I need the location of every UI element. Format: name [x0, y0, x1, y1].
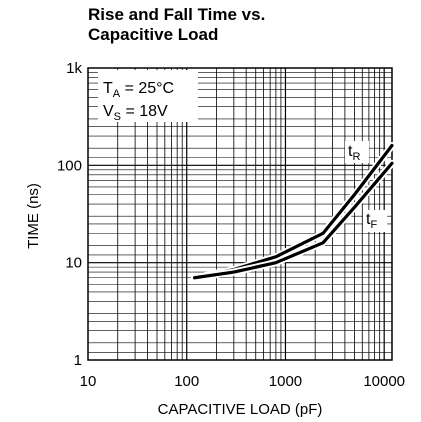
x-tick-label: 10000 — [363, 373, 405, 390]
y-tick-label: 10 — [65, 255, 82, 272]
y-tick-label: 1 — [74, 352, 82, 369]
label-bg-tr — [345, 141, 369, 163]
chart-title-line-1: Rise and Fall Time vs. — [88, 5, 266, 24]
y-tick-label: 100 — [57, 157, 82, 174]
series-line-tF — [192, 161, 394, 280]
condition-ta: TA = 25°C — [103, 80, 174, 100]
series-label-tf: tF — [366, 211, 377, 231]
x-tick-label: 100 — [174, 373, 199, 390]
x-tick-label: 10 — [80, 373, 97, 390]
tick-labels: 10 100 1000 10000 1 10 100 1k — [57, 60, 405, 390]
chart-title-line-2: Capacitive Load — [88, 25, 219, 44]
grid-lines — [88, 68, 392, 360]
label-bg-tf — [363, 210, 387, 232]
x-tick-label: 1000 — [269, 373, 302, 390]
chart-title: Rise and Fall Time vs. Capacitive Load — [88, 5, 265, 45]
conditions-box — [98, 70, 198, 122]
condition-vs: VS = 18V — [103, 103, 168, 123]
plot-frame — [87, 67, 393, 361]
x-axis-label: CAPACITIVE LOAD (pF) — [158, 401, 323, 418]
series-lines — [191, 141, 396, 282]
y-axis-label: TIME (ns) — [25, 183, 42, 249]
y-tick-label: 1k — [66, 60, 82, 77]
series-label-tr: tR — [348, 143, 360, 163]
